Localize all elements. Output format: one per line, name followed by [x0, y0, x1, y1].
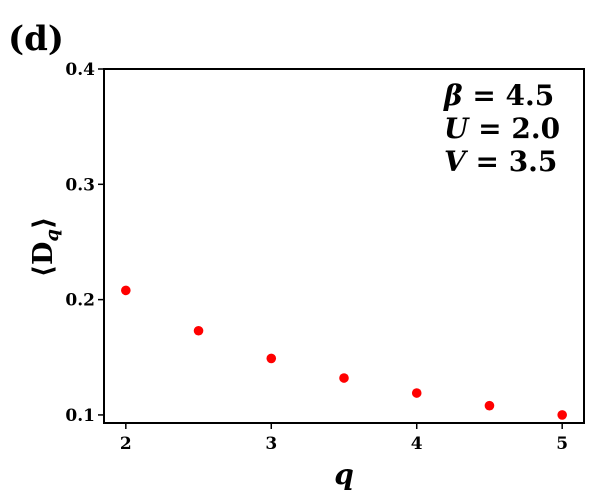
parameter-value: = 4.5: [463, 79, 555, 112]
parameter-value: = 3.5: [466, 145, 558, 178]
x-tick-label: 2: [120, 434, 132, 454]
data-point: [557, 410, 567, 420]
x-tick-label: 4: [411, 434, 423, 454]
parameter-value: = 2.0: [468, 112, 560, 145]
x-tick-label: 5: [556, 434, 568, 454]
parameter-line: β = 4.5: [443, 79, 554, 112]
y-axis-label: ⟨Dq⟩: [28, 217, 63, 278]
y-tick-label: 0.3: [65, 175, 95, 195]
data-point: [121, 285, 131, 296]
data-point: [266, 353, 277, 364]
y-tick-label: 0.1: [65, 406, 95, 426]
y-axis: 0.1 0.2 0.3 0.4: [65, 60, 104, 426]
parameter-symbol: V: [444, 145, 469, 178]
parameter-line: V = 3.5: [444, 145, 557, 178]
x-axis-label: q: [334, 458, 354, 491]
y-axis-label-main: ⟨D: [28, 242, 59, 278]
y-tick-label: 0.2: [65, 291, 95, 311]
x-axis: 2 3 4 5: [120, 423, 568, 454]
data-point: [411, 388, 422, 398]
plot-frame: [103, 68, 585, 424]
data-points: [121, 285, 567, 420]
parameter-line: U = 2.0: [444, 112, 560, 145]
parameter-symbol: U: [444, 112, 470, 145]
y-axis-label-close: ⟩: [28, 217, 59, 229]
x-tick-label: 3: [265, 434, 277, 454]
data-point: [193, 325, 204, 336]
parameter-annotation: β = 4.5U = 2.0V = 3.5: [443, 79, 560, 178]
data-point: [339, 373, 349, 383]
parameter-symbol: β: [443, 79, 463, 112]
y-tick-label: 0.4: [65, 60, 95, 80]
panel-label: (d): [8, 19, 64, 59]
y-axis-label-subscript: q: [42, 229, 63, 242]
data-point: [484, 400, 495, 411]
